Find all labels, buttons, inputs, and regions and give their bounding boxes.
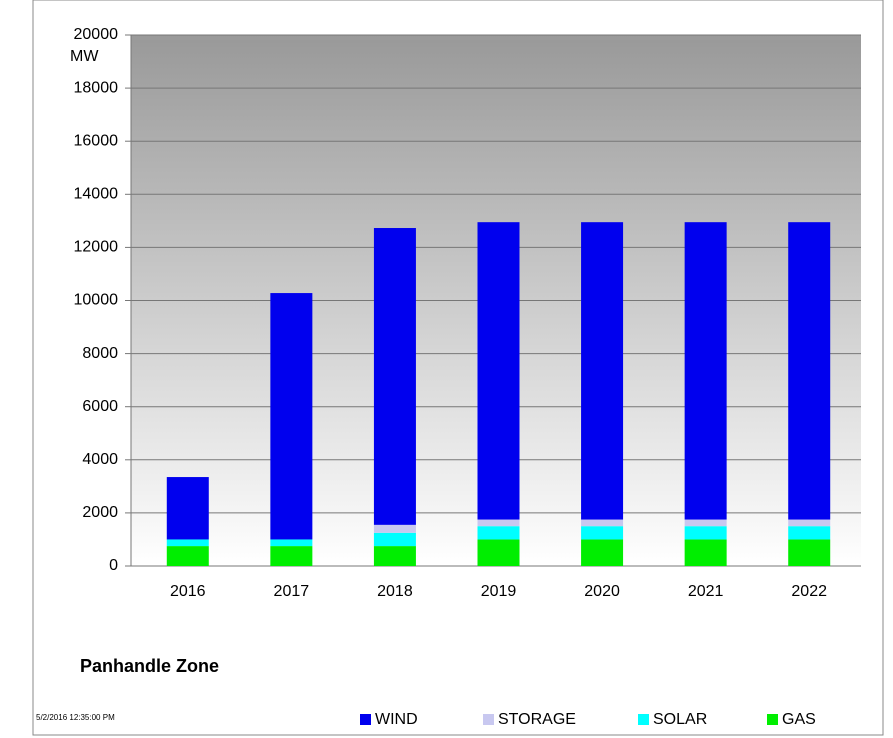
bar-segment (270, 293, 313, 540)
frame (32, 0, 884, 736)
legend-label: GAS (782, 711, 816, 728)
y-tick-label: 12000 (74, 239, 119, 256)
bar-segment (581, 539, 624, 566)
chart-title: Panhandle Zone (80, 656, 219, 676)
legend-label: WIND (375, 711, 418, 728)
x-tick-label: 2021 (688, 583, 724, 600)
bar-segment (788, 519, 831, 527)
y-tick-label: 8000 (82, 345, 118, 362)
bar-segment (166, 477, 209, 540)
bar-segment (788, 222, 831, 520)
y-tick-label: 18000 (74, 79, 119, 96)
bar-segment (684, 526, 727, 540)
y-tick-label: 16000 (74, 132, 119, 149)
bar-segment (270, 546, 313, 566)
x-tick-label: 2020 (584, 583, 620, 600)
y-tick-label: 4000 (82, 451, 118, 468)
bar-segment (788, 526, 831, 540)
legend-label: SOLAR (653, 711, 707, 728)
bar-segment (684, 539, 727, 566)
bar-segment (684, 519, 727, 527)
y-axis-label: MW (70, 48, 99, 65)
x-tick-label: 2019 (481, 583, 517, 600)
bar-segment (477, 539, 520, 566)
y-tick-label: 10000 (74, 292, 119, 309)
bar-segment (477, 526, 520, 540)
y-tick-label: 0 (109, 557, 118, 574)
legend-swatch (767, 714, 778, 725)
bar-segment (581, 222, 624, 520)
bar-segment (373, 228, 416, 525)
bar-segment (373, 524, 416, 533)
y-tick-label: 6000 (82, 398, 118, 415)
bar-segment (373, 546, 416, 566)
bar-segment (166, 546, 209, 566)
bar-segment (373, 532, 416, 547)
x-tick-label: 2022 (791, 583, 827, 600)
y-tick-label: 14000 (74, 186, 119, 203)
bar-segment (788, 539, 831, 566)
x-tick-label: 2016 (170, 583, 206, 600)
bar-segment (477, 519, 520, 527)
legend-swatch (638, 714, 649, 725)
legend-label: STORAGE (498, 711, 576, 728)
legend-swatch (360, 714, 371, 725)
bar-segment (166, 539, 209, 547)
x-tick-label: 2018 (377, 583, 413, 600)
bar-segment (477, 222, 520, 520)
x-tick-label: 2017 (274, 583, 310, 600)
legend-swatch (483, 714, 494, 725)
bar-segment (581, 526, 624, 540)
y-tick-label: 20000 (74, 26, 119, 43)
y-tick-label: 2000 (82, 504, 118, 521)
bar-segment (270, 539, 313, 547)
timestamp: 5/2/2016 12:35:00 PM (36, 713, 115, 722)
bar-segment (684, 222, 727, 520)
bar-segment (581, 519, 624, 527)
